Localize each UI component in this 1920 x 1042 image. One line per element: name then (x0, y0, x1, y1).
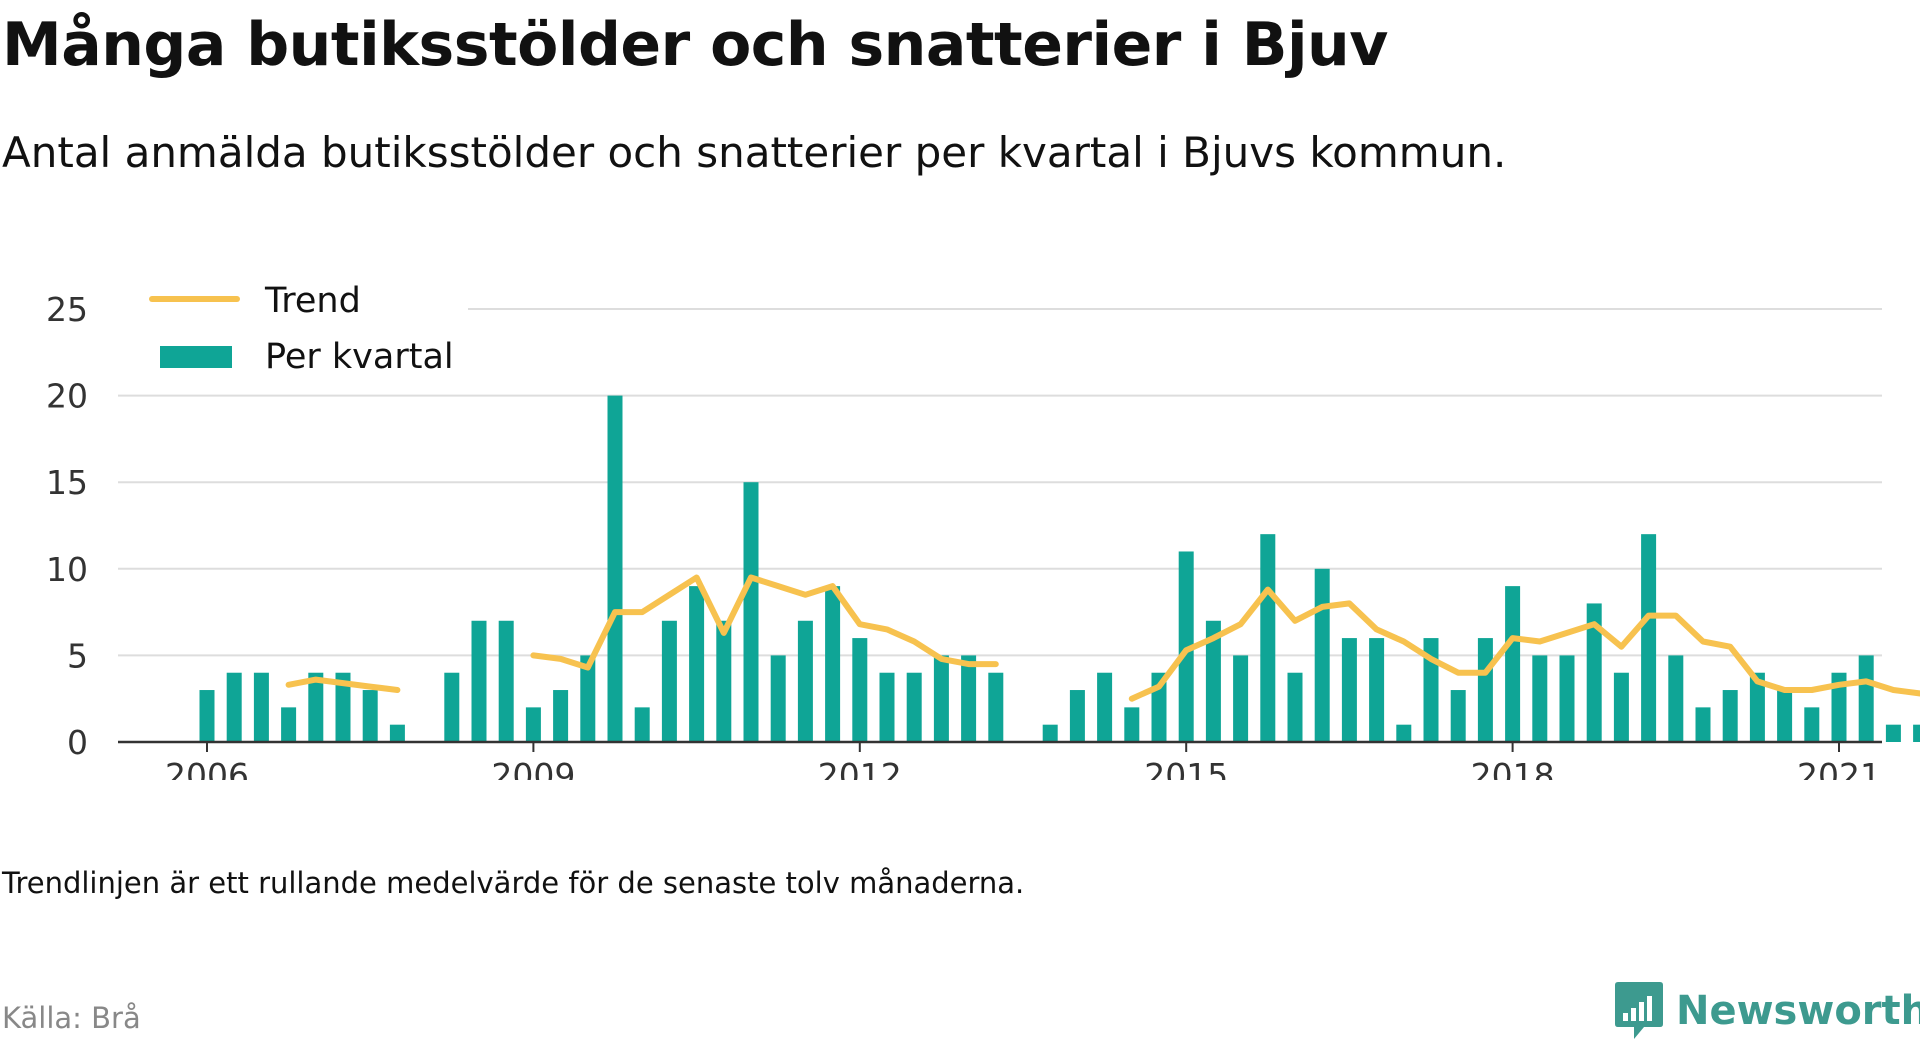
x-tick-label: 2018 (1471, 756, 1555, 780)
y-axis-ticks: 0 5 10 15 20 25 (46, 290, 88, 762)
source-label: Källa: Brå (2, 1001, 141, 1035)
bar (499, 621, 514, 742)
bar (907, 673, 922, 742)
bar (1315, 569, 1330, 742)
bar (689, 586, 704, 742)
bar (852, 638, 867, 742)
bar (200, 690, 215, 742)
y-tick-label: 20 (46, 377, 88, 416)
trend-line (533, 578, 995, 668)
bar (472, 621, 487, 742)
bar (635, 707, 650, 742)
bar (716, 621, 731, 742)
y-tick-label: 0 (67, 723, 88, 762)
trend-line (1132, 494, 1920, 698)
bar (1723, 690, 1738, 742)
bar (961, 655, 976, 742)
bar (771, 655, 786, 742)
bar (1777, 690, 1792, 742)
bar (1532, 655, 1547, 742)
x-tick-label: 2012 (818, 756, 902, 780)
brand-name: Newsworthy (1676, 988, 1920, 1034)
bar (1668, 655, 1683, 742)
bar (1451, 690, 1466, 742)
bar (444, 673, 459, 742)
bar (744, 482, 759, 742)
bar (798, 621, 813, 742)
y-tick-label: 10 (46, 550, 88, 589)
bar (1124, 707, 1139, 742)
legend-bar-label: Per kvartal (265, 337, 454, 377)
bar (1505, 586, 1520, 742)
brand-logo[interactable]: Newsworthy (1614, 980, 1920, 1042)
bar (880, 673, 895, 742)
bar (553, 690, 568, 742)
bar (1070, 690, 1085, 742)
bar (526, 707, 541, 742)
y-tick-label: 15 (46, 463, 88, 502)
newsworthy-icon (1614, 980, 1664, 1042)
bar (1369, 638, 1384, 742)
bar (1859, 655, 1874, 742)
y-tick-label: 5 (67, 636, 88, 675)
bar (363, 690, 378, 742)
x-tick-label: 2015 (1144, 756, 1228, 780)
x-axis: 2006200920122015201820212023 (118, 742, 1920, 780)
bar (1696, 707, 1711, 742)
bar (1097, 673, 1112, 742)
bar (1804, 707, 1819, 742)
bar (1478, 638, 1493, 742)
bar (1043, 725, 1058, 742)
chart-note: Trendlinjen är ett rullande medelvärde f… (2, 866, 1024, 900)
bar (281, 707, 296, 742)
bar (608, 396, 623, 742)
chart-title: Många butiksstölder och snatterier i Bju… (2, 10, 1388, 80)
bar (988, 673, 1003, 742)
chart-subtitle: Antal anmälda butiksstölder och snatteri… (2, 128, 1506, 177)
x-tick-label: 2021 (1797, 756, 1881, 780)
bar (1396, 725, 1411, 742)
bar (934, 655, 949, 742)
bar (1342, 638, 1357, 742)
bar (1288, 673, 1303, 742)
bar (1260, 534, 1275, 742)
bar (1560, 655, 1575, 742)
bar (1913, 725, 1920, 742)
bar (227, 673, 242, 742)
x-tick-label: 2006 (165, 756, 249, 780)
y-tick-label: 25 (46, 290, 88, 329)
bar (1614, 673, 1629, 742)
bar (825, 586, 840, 742)
legend-trend-label: Trend (264, 281, 361, 321)
bar (662, 621, 677, 742)
bar (254, 673, 269, 742)
legend-bar-swatch (160, 346, 232, 368)
bar (1641, 534, 1656, 742)
bar (1233, 655, 1248, 742)
bar (1886, 725, 1901, 742)
bar (390, 725, 405, 742)
legend: Trend Per kvartal (112, 260, 468, 392)
x-tick-label: 2009 (491, 756, 575, 780)
